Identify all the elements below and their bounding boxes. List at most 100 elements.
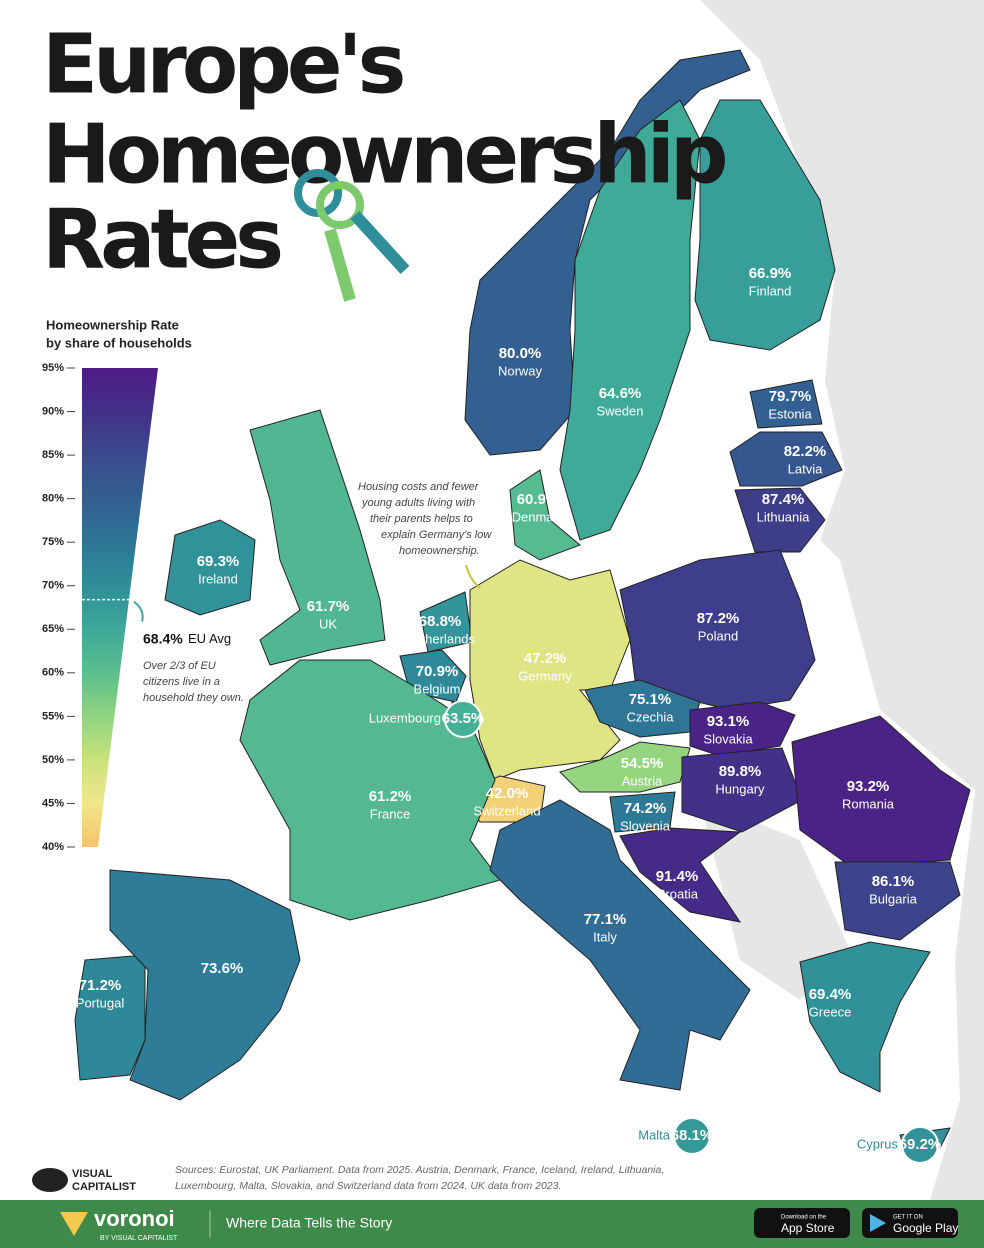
country-name: Romania — [842, 796, 895, 811]
annotation: homeownership. — [399, 545, 480, 557]
country — [834, 861, 961, 941]
title-line: Europe's — [42, 17, 403, 112]
annotation: citizens live in a — [143, 676, 220, 688]
country-value: 74.2% — [624, 800, 667, 817]
country-value: 89.8% — [719, 763, 762, 780]
country-value: 66.9% — [749, 265, 792, 282]
sources: Luxembourg, Malta, Slovakia, and Switzer… — [175, 1180, 561, 1192]
country — [619, 549, 816, 711]
country — [749, 379, 823, 429]
country-value: 63.5% — [442, 710, 485, 727]
country — [619, 827, 742, 923]
country-value: 70.9% — [416, 663, 459, 680]
country-name: Greece — [809, 1004, 852, 1019]
countries — [74, 49, 971, 1153]
eu-avg-arrow — [133, 600, 144, 622]
button-caption: GET IT ON — [893, 1215, 923, 1221]
country — [164, 519, 256, 616]
country-value: 69.2% — [899, 1136, 942, 1153]
country-name: Croatia — [656, 886, 699, 901]
country-value: 77.1% — [584, 911, 627, 928]
app-store-button[interactable] — [754, 1208, 850, 1238]
country-name: Luxembourg — [369, 710, 441, 725]
annotation: Over 2/3 of EU — [143, 660, 216, 672]
country-name: Netherlands — [405, 631, 476, 646]
country-value: 73.6% — [201, 960, 244, 977]
tick-label: 50% — [42, 754, 64, 766]
other-land — [700, 0, 984, 1200]
country-value: 68.8% — [419, 613, 462, 630]
button-caption: Download on the — [781, 1215, 827, 1221]
country-name: Hungary — [715, 781, 765, 796]
tick-label: 90% — [42, 405, 64, 417]
country-name: Estonia — [768, 406, 812, 421]
annotation: Housing costs and fewer — [358, 481, 480, 493]
country — [694, 99, 836, 351]
country-value: 93.1% — [707, 713, 750, 730]
tick-label: 85% — [42, 449, 64, 461]
country-bubble — [444, 700, 482, 738]
legend: 40% 45% 50% 55% 60% 65% 70% 75% 80% 85% 90% 95% 68.4… — [42, 362, 231, 853]
brand: VISUAL — [72, 1168, 113, 1180]
country-value: 47.2% — [524, 650, 567, 667]
country-bubble — [673, 1117, 711, 1155]
color-ramp — [82, 368, 158, 847]
eu-avg-text: EU Avg — [188, 631, 231, 646]
annotation: young adults living with — [361, 497, 475, 509]
legend-title: Homeownership Rate — [46, 317, 179, 332]
vc-logo: VISUAL CAPITALIST — [32, 1168, 136, 1193]
tick-label: 45% — [42, 797, 64, 809]
country-value: 87.2% — [697, 610, 740, 627]
country — [249, 409, 386, 666]
country-value: 69.3% — [197, 553, 240, 570]
country-value: 61.2% — [369, 788, 412, 805]
country-value: 68.1% — [671, 1127, 714, 1144]
country — [799, 941, 931, 1093]
country-value: 79.7% — [769, 388, 812, 405]
title-line: Rates — [42, 192, 280, 287]
country — [791, 715, 971, 867]
tick-label: 80% — [42, 493, 64, 505]
footer-sub: BY VISUAL CAPITALIST — [100, 1235, 178, 1242]
eu-avg-value: 68.4% — [143, 630, 183, 646]
annotation-arrow — [465, 564, 481, 589]
country — [609, 791, 676, 833]
country-value: 80.0% — [499, 345, 542, 362]
google-play-button[interactable] — [862, 1208, 958, 1238]
country-name: Austria — [622, 773, 663, 788]
country-name: Finland — [749, 283, 792, 298]
country-value: 75.1% — [629, 691, 672, 708]
country-value: 54.5% — [621, 755, 664, 772]
country-name: Slovenia — [620, 818, 671, 833]
keys-icon — [294, 169, 410, 302]
annotation: household they own. — [143, 692, 244, 704]
country-name: Portugal — [76, 995, 125, 1010]
country-name: Ireland — [198, 571, 238, 586]
tick-label: 60% — [42, 667, 64, 679]
country-name: Poland — [698, 628, 738, 643]
voronoi-icon — [60, 1212, 88, 1236]
annotation: their parents helps to — [370, 513, 473, 525]
tick-label: 55% — [42, 710, 64, 722]
country — [729, 431, 843, 487]
country-value: 42.0% — [486, 785, 529, 802]
country-name: Norway — [498, 363, 543, 378]
country — [681, 747, 803, 833]
country — [74, 954, 146, 1081]
button-label: Google Play — [893, 1221, 958, 1235]
tick-label: 65% — [42, 623, 64, 635]
country-value: 91.4% — [656, 868, 699, 885]
country-value: 69.4% — [809, 986, 852, 1003]
country-name: France — [370, 806, 410, 821]
country-labels: 80.0%Norway64.6%Sweden66.9%Finland79.7%E… — [76, 265, 942, 1164]
sources: Sources: Eurostat, UK Parliament. Data f… — [175, 1164, 664, 1176]
country — [689, 701, 796, 757]
country-name: Germany — [518, 668, 572, 683]
annotation: explain Germany's low — [381, 529, 492, 541]
tick-label: 70% — [42, 580, 64, 592]
country-name: Denmark — [512, 509, 565, 524]
brand: CAPITALIST — [72, 1181, 136, 1193]
country-name: UK — [319, 616, 337, 631]
country — [734, 487, 826, 553]
